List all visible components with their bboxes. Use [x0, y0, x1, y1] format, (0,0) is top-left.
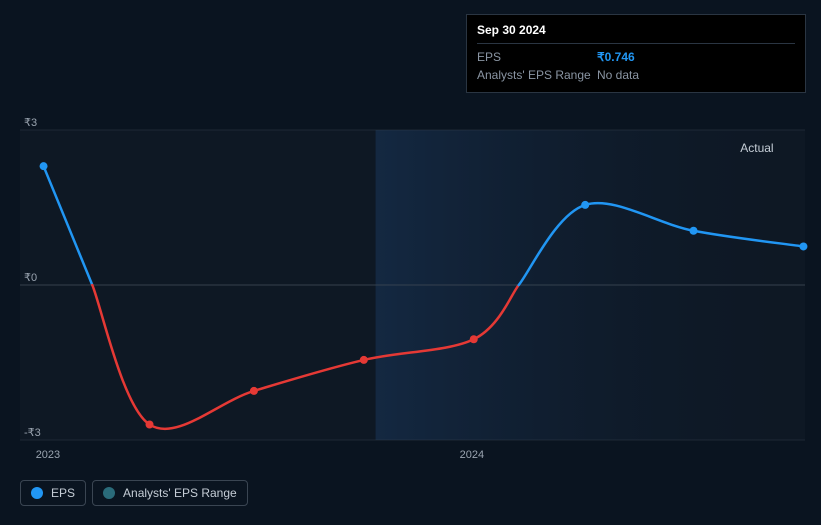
legend-label: Analysts' EPS Range [123, 486, 237, 500]
tooltip-label: Analysts' EPS Range [477, 68, 597, 82]
legend-swatch-icon [103, 487, 115, 499]
svg-text:2024: 2024 [460, 449, 484, 461]
legend-label: EPS [51, 486, 75, 500]
tooltip-label: EPS [477, 50, 597, 64]
legend-item-eps[interactable]: EPS [20, 480, 86, 506]
tooltip-date: Sep 30 2024 [477, 23, 795, 44]
svg-text:Actual: Actual [740, 141, 773, 155]
legend-item-analysts-range[interactable]: Analysts' EPS Range [92, 480, 248, 506]
svg-text:2023: 2023 [36, 449, 60, 461]
tooltip-value: No data [597, 68, 639, 82]
tooltip-row: Analysts' EPS Range No data [477, 66, 795, 84]
tooltip-row: EPS ₹0.746 [477, 48, 795, 66]
svg-text:₹3: ₹3 [24, 117, 37, 129]
tooltip-value: ₹0.746 [597, 50, 635, 64]
chart-tooltip: Sep 30 2024 EPS ₹0.746 Analysts' EPS Ran… [466, 14, 806, 93]
legend-swatch-icon [31, 487, 43, 499]
svg-text:₹0: ₹0 [24, 272, 37, 284]
chart-legend: EPS Analysts' EPS Range [20, 480, 248, 506]
svg-text:-₹3: -₹3 [24, 427, 41, 439]
